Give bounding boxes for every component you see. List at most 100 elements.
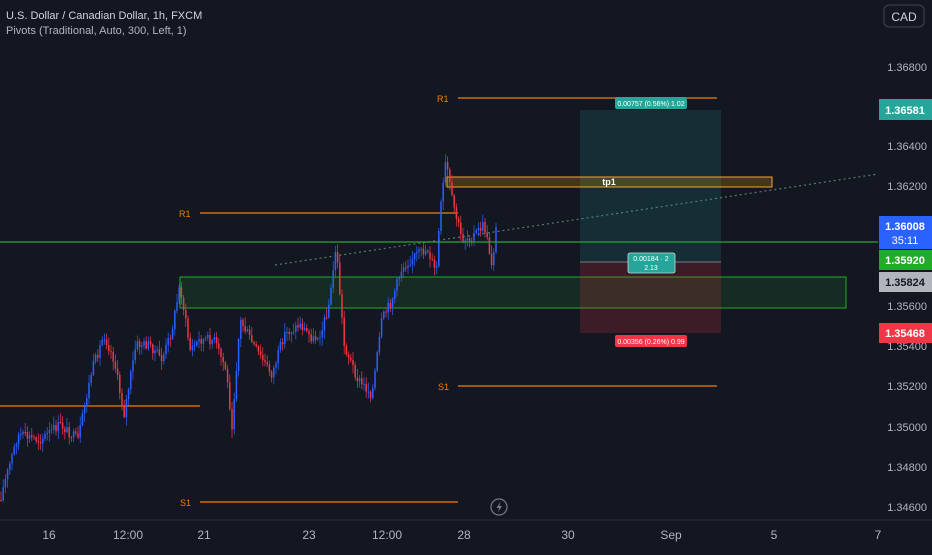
candlestick-series[interactable]: [0, 154, 497, 503]
trend-line[interactable]: [274, 173, 879, 266]
candle-body: [449, 169, 451, 183]
tp1-box[interactable]: [446, 176, 773, 188]
candle-body: [292, 331, 295, 333]
candle-body: [336, 252, 339, 263]
candle-body: [442, 182, 444, 202]
candle-body: [103, 339, 106, 341]
candle-body: [220, 348, 222, 357]
candle-body: [361, 378, 363, 385]
candle-body: [53, 425, 55, 430]
candle-body: [141, 345, 143, 347]
candle-body: [233, 399, 235, 430]
target-zone[interactable]: [580, 110, 721, 262]
candle-body: [66, 427, 68, 433]
candle-body: [418, 249, 420, 252]
candle-body: [22, 431, 24, 435]
candle-body: [490, 253, 493, 266]
candle-body: [345, 345, 348, 355]
candle-body: [385, 311, 387, 313]
candle-body: [114, 361, 117, 369]
candle-body: [123, 406, 125, 418]
candle-body: [28, 435, 31, 439]
candle-body: [473, 232, 475, 241]
bar-countdown: 35:11: [892, 235, 919, 247]
candle-body: [325, 317, 328, 319]
candle-body: [312, 336, 315, 342]
candle-body: [343, 317, 345, 346]
s1-label-lower: S1: [180, 498, 191, 508]
candle-body: [334, 252, 337, 271]
price-tick-label: 1.35000: [887, 422, 927, 434]
demand-zone[interactable]: [179, 276, 847, 309]
candle-body: [235, 370, 238, 400]
candle-body: [389, 302, 392, 308]
time-axis[interactable]: 16 12:00 21 23 12:00 28 30 Sep 5 7: [42, 528, 881, 542]
candle-body: [121, 392, 123, 407]
stop-zone[interactable]: [580, 262, 721, 333]
candle-body: [319, 337, 321, 339]
candle-body: [154, 350, 156, 354]
candle-body: [394, 290, 396, 299]
candle-body: [433, 259, 436, 268]
candle-body: [163, 354, 165, 362]
currency-label: CAD: [891, 10, 917, 24]
candle-body: [134, 349, 136, 361]
time-tick-label: 23: [302, 528, 316, 542]
lightning-icon[interactable]: [490, 498, 508, 516]
candle-body: [204, 337, 207, 339]
candle-body: [207, 335, 209, 338]
candle-body: [68, 427, 70, 438]
candle-body: [9, 463, 11, 470]
candle-body: [266, 362, 268, 365]
candle-body: [125, 399, 128, 418]
candle-body: [61, 422, 64, 429]
r1-label-upper: R1: [437, 94, 449, 104]
candle-body: [231, 408, 233, 430]
indicator-legend[interactable]: Pivots (Traditional, Auto, 300, Left, 1): [6, 25, 187, 37]
candle-body: [427, 250, 429, 252]
candle-body: [11, 454, 13, 464]
price-tick-label: 1.35400: [887, 341, 927, 353]
candle-body: [92, 361, 95, 375]
candle-body: [237, 339, 240, 371]
candle-body: [396, 279, 398, 291]
candle-body: [387, 302, 389, 313]
candle-body: [99, 344, 101, 358]
candle-body: [248, 329, 251, 336]
target-price: 1.36581: [885, 105, 925, 117]
candle-body: [462, 233, 464, 243]
candle-body: [79, 425, 81, 438]
candle-body: [446, 162, 449, 170]
candle-body: [431, 258, 433, 260]
candle-body: [112, 351, 114, 362]
candle-body: [138, 341, 141, 347]
price-tick-label: 1.34800: [887, 462, 927, 474]
candle-body: [64, 428, 66, 433]
stop-price-tag: [879, 323, 932, 343]
candle-body: [97, 354, 99, 358]
candle-body: [288, 332, 290, 335]
candle-body: [81, 413, 84, 426]
candle-body: [213, 337, 216, 340]
candle-body: [257, 346, 260, 352]
target-price-tag: [879, 99, 932, 120]
candle-body: [407, 265, 409, 269]
candle-body: [358, 378, 361, 382]
candle-body: [270, 371, 273, 378]
candle-body: [352, 359, 354, 366]
candle-body: [160, 355, 163, 362]
current-price: 1.36008: [885, 221, 925, 233]
candle-body: [273, 367, 275, 378]
time-tick-label: 28: [457, 528, 471, 542]
candle-body: [317, 338, 319, 340]
candle-body: [240, 319, 242, 340]
candle-body: [286, 332, 288, 334]
candle-body: [35, 437, 37, 442]
currency-button[interactable]: [883, 4, 925, 28]
candle-body: [284, 332, 286, 345]
candle-body: [136, 341, 139, 350]
time-tick-label: 12:00: [113, 528, 143, 542]
candle-body: [202, 338, 205, 344]
candle-body: [347, 354, 350, 358]
